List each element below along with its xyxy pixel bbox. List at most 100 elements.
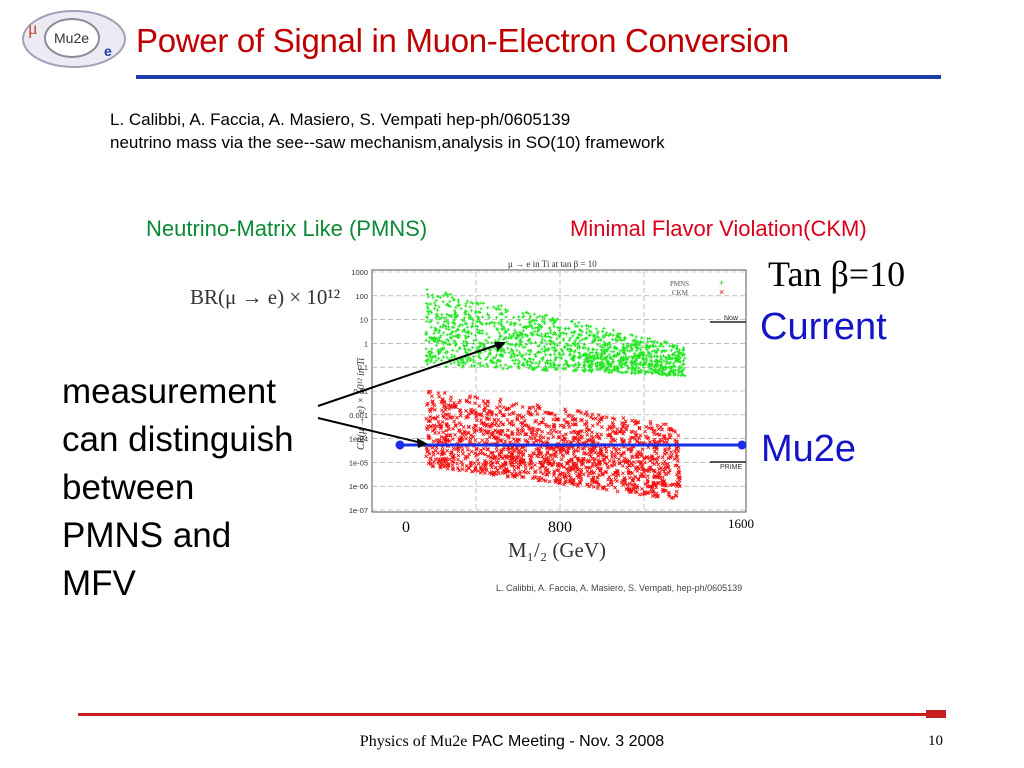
scatter-point (505, 340, 509, 344)
scatter-point (464, 309, 468, 313)
scatter-point (644, 346, 648, 350)
scatter-point (578, 339, 582, 343)
scatter-point (574, 324, 578, 329)
scatter-point (469, 325, 473, 329)
scatter-point (489, 358, 494, 362)
scatter-point (431, 336, 435, 341)
scatter-point (595, 432, 600, 437)
scatter-point (473, 438, 478, 443)
scatter-point (593, 416, 598, 421)
scatter-point (540, 315, 545, 319)
scatter-point (646, 491, 650, 496)
scatter-point (467, 400, 472, 405)
scatter-point (630, 355, 634, 359)
scatter-point (452, 354, 457, 359)
scatter-point (607, 475, 612, 479)
scatter-point (538, 323, 542, 327)
scatter-point (673, 463, 678, 468)
scatter-point (660, 427, 665, 432)
scatter-point (625, 357, 629, 361)
scatter-point (664, 422, 668, 427)
scatter-point (530, 365, 534, 369)
scatter-point (625, 370, 629, 374)
scatter-point (548, 411, 553, 416)
scatter-point (630, 333, 634, 337)
scatter-point (591, 476, 596, 481)
scatter-point (475, 458, 480, 462)
scatter-point (553, 352, 557, 356)
scatter-point (654, 451, 659, 456)
scatter-point (455, 349, 459, 353)
scatter-point (593, 354, 597, 358)
scatter-point (533, 408, 538, 413)
scatter-point (454, 342, 458, 346)
scatter-point (668, 361, 672, 365)
scatter-point (477, 404, 482, 408)
scatter-point (448, 405, 453, 409)
scatter-point (662, 359, 666, 363)
scatter-point (465, 322, 469, 326)
scatter-point (649, 454, 654, 459)
scatter-point (461, 358, 465, 362)
scatter-point (561, 454, 566, 458)
scatter-point (457, 346, 462, 350)
scatter-point (581, 462, 586, 466)
scatter-point (627, 355, 631, 359)
footer-rule (78, 710, 946, 718)
scatter-point (467, 425, 471, 429)
scatter-point (549, 428, 553, 433)
scatter-point (609, 450, 614, 454)
scatter-point (442, 404, 446, 408)
scatter-point (537, 362, 541, 366)
scatter-point (506, 342, 510, 346)
scatter-point (590, 368, 595, 372)
scatter-point (486, 454, 491, 459)
scatter-point (451, 348, 455, 352)
scatter-point (537, 364, 541, 368)
scatter-point (498, 438, 503, 443)
scatter-point (607, 459, 612, 463)
scatter-point (670, 357, 675, 361)
scatter-point (507, 421, 512, 425)
scatter-point (479, 418, 484, 423)
scatter-point (523, 345, 527, 349)
scatter-point (657, 368, 661, 373)
scatter-point (458, 408, 463, 413)
scatter-point (444, 292, 448, 296)
scatter-point (609, 364, 613, 368)
scatter-point (460, 448, 465, 453)
scatter-point (440, 420, 445, 424)
scatter-point (614, 339, 618, 343)
y-tick-label: 100 (355, 292, 368, 301)
scatter-point (602, 352, 607, 356)
scatter-point (663, 367, 667, 372)
scatter-point (527, 462, 532, 467)
y-tick-label: 10 (360, 316, 368, 325)
scatter-point (632, 351, 636, 355)
scatter-point (456, 298, 461, 302)
scatter-point (450, 463, 455, 468)
scatter-point (429, 319, 434, 323)
scatter-point (590, 423, 595, 428)
scatter-point (459, 460, 464, 465)
scatter-point (547, 479, 552, 484)
scatter-point (533, 353, 538, 357)
scatter-point (629, 346, 633, 350)
scatter-point (589, 434, 594, 439)
scatter-point (518, 352, 522, 357)
scatter-point (559, 457, 564, 462)
scatter-point (584, 323, 589, 328)
footer-meeting: PAC Meeting - Nov. 3 2008 (471, 733, 665, 750)
scatter-point (447, 314, 451, 318)
scatter-point (584, 331, 589, 335)
scatter-point (566, 348, 570, 352)
scatter-point (585, 336, 589, 340)
scatter-point (572, 350, 576, 354)
scatter-point (664, 451, 669, 456)
scatter-point (598, 366, 602, 370)
scatter-point (586, 465, 590, 470)
scatter-point (625, 482, 630, 487)
scatter-point (630, 463, 635, 468)
title-underline (136, 75, 941, 79)
scatter-point (503, 439, 508, 444)
